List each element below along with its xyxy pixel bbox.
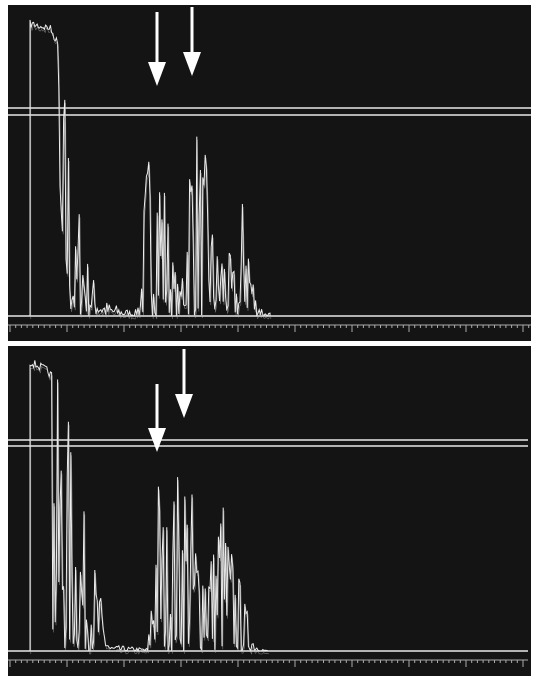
figure xyxy=(0,0,533,676)
page: (() => { const NS = 'http://www.w3.org/2… xyxy=(0,0,533,676)
